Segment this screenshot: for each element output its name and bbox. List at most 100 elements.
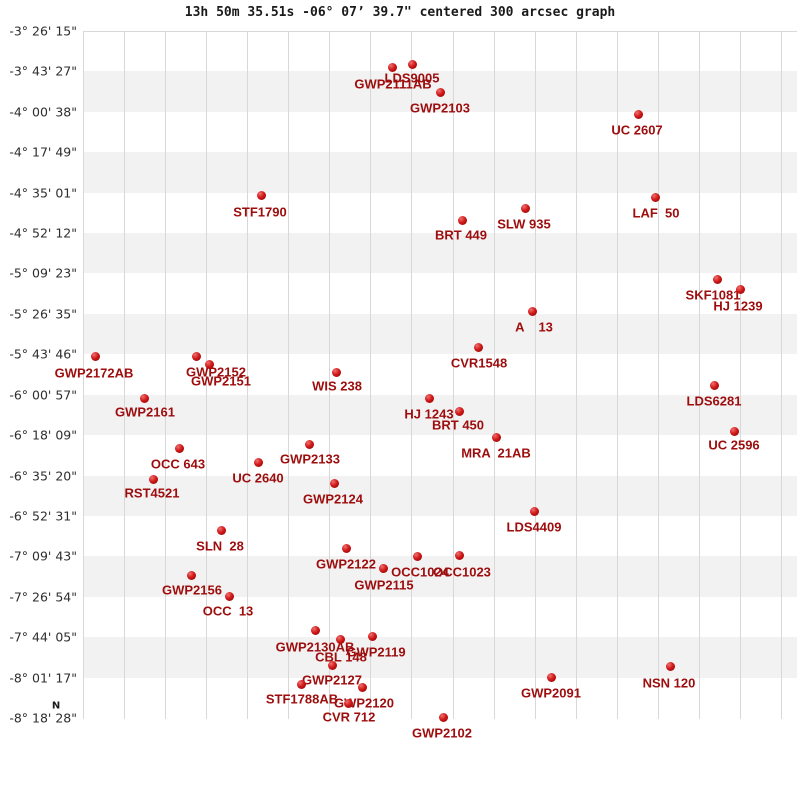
- grid-line-vertical: [493, 31, 495, 719]
- star-point: [357, 682, 367, 692]
- grid-line-vertical: [329, 31, 331, 719]
- star-point: [729, 426, 739, 436]
- star-label: BRT 449: [434, 227, 488, 243]
- star-point: [454, 550, 464, 560]
- star-label: HJ 1243: [404, 406, 454, 422]
- y-axis-tick-label: -8° 18' 28": [9, 710, 77, 726]
- star-label: SLW 935: [497, 216, 551, 232]
- y-axis-tick-label: -3° 43' 27": [9, 63, 77, 79]
- star-label: A 13: [515, 319, 553, 335]
- star-point: [378, 563, 388, 573]
- star-label: GWP2122: [316, 556, 376, 572]
- y-axis-tick-label: -4° 17' 49": [9, 144, 77, 160]
- star-point: [343, 698, 353, 708]
- star-point: [454, 406, 464, 416]
- grid-line-vertical: [370, 31, 372, 719]
- alt-row-band: [83, 394, 797, 436]
- grid-line-vertical: [657, 31, 659, 719]
- star-label: GWP2172AB: [54, 365, 134, 381]
- grid-line-vertical: [124, 31, 126, 719]
- grid-line-vertical: [739, 31, 741, 719]
- star-point: [174, 443, 184, 453]
- star-point: [341, 543, 351, 553]
- star-point: [424, 393, 434, 403]
- star-point: [387, 62, 397, 72]
- star-point: [633, 109, 643, 119]
- star-point: [224, 591, 234, 601]
- star-label: GWP2119: [346, 644, 406, 660]
- star-label: GWP2102: [412, 725, 472, 741]
- grid-line-vertical: [575, 31, 577, 719]
- star-point: [253, 457, 263, 467]
- star-label: CVR1548: [450, 355, 508, 371]
- star-label: SKF1081: [685, 287, 741, 303]
- y-axis-tick-label: -7° 44' 05": [9, 629, 77, 645]
- star-point: [331, 367, 341, 377]
- star-label: CBL 148: [315, 649, 367, 665]
- star-label: HJ 1239: [713, 298, 763, 314]
- star-label: LDS4409: [506, 519, 562, 535]
- star-label: GWP2151: [191, 373, 251, 389]
- grid-line-vertical: [698, 31, 700, 719]
- grid-line-vertical: [288, 31, 290, 719]
- grid-line-vertical: [247, 31, 249, 719]
- star-label: GWP2124: [303, 491, 363, 507]
- star-label: GWP2161: [115, 404, 175, 420]
- star-point: [148, 474, 158, 484]
- star-point: [546, 672, 556, 682]
- star-label: GWP2127: [302, 672, 362, 688]
- star-label: GWP2133: [280, 451, 340, 467]
- star-point: [473, 342, 483, 352]
- alt-row-band: [83, 232, 797, 274]
- grid-line-vertical: [165, 31, 167, 719]
- star-label: OCC 13: [202, 603, 254, 619]
- star-point: [438, 712, 448, 722]
- grid-line-vertical: [534, 31, 536, 719]
- star-label: NSN 120: [642, 675, 696, 691]
- grid-line-vertical: [411, 31, 413, 719]
- star-point: [204, 359, 214, 369]
- grid-line-vertical: [781, 31, 783, 719]
- y-axis-tick-label: -6° 18' 09": [9, 427, 77, 443]
- star-point: [304, 439, 314, 449]
- star-label: OCC 643: [150, 456, 206, 472]
- alt-row-band: [83, 637, 797, 678]
- star-label: STF1788AB: [265, 691, 339, 707]
- chart-title: 13h 50m 35.51s -06° 07’ 39.7" centered 3…: [184, 5, 616, 20]
- star-point: [735, 284, 745, 294]
- star-point: [665, 661, 675, 671]
- star-point: [139, 393, 149, 403]
- star-label: GWP2130AB: [275, 639, 355, 655]
- y-axis-tick-label: -5° 43' 46": [9, 346, 77, 362]
- alt-row-band: [83, 556, 797, 597]
- star-point: [296, 679, 306, 689]
- star-label: GWP2111AB: [354, 76, 432, 92]
- y-axis-tick-label: -7° 09' 43": [9, 548, 77, 564]
- star-label: MRA 21AB: [461, 445, 531, 461]
- star-point: [412, 551, 422, 561]
- star-label: CVR 712: [322, 709, 376, 725]
- star-point: [191, 351, 201, 361]
- star-point: [407, 59, 417, 69]
- star-label: LDS6281: [686, 393, 742, 409]
- y-axis-tick-label: -4° 00' 38": [9, 104, 77, 120]
- star-point: [712, 274, 722, 284]
- grid-line-vertical: [206, 31, 208, 719]
- star-label: OCC1024: [391, 564, 449, 580]
- star-label: UC 2596: [708, 437, 760, 453]
- star-point: [491, 432, 501, 442]
- star-point: [216, 525, 226, 535]
- star-point: [435, 87, 445, 97]
- y-axis-tick-label: -7° 26' 54": [9, 589, 77, 605]
- star-point: [256, 190, 266, 200]
- star-label: OCC1023: [433, 564, 491, 580]
- grid-line-vertical: [616, 31, 618, 719]
- star-point: [520, 203, 530, 213]
- star-label: GWP2115: [354, 577, 414, 593]
- y-axis-tick-label: -6° 35' 20": [9, 468, 77, 484]
- star-label: LDS9005: [384, 70, 440, 86]
- alt-row-band: [83, 475, 797, 516]
- star-label: LAF 50: [632, 205, 680, 221]
- y-axis-tick-label: -4° 35' 01": [9, 185, 77, 201]
